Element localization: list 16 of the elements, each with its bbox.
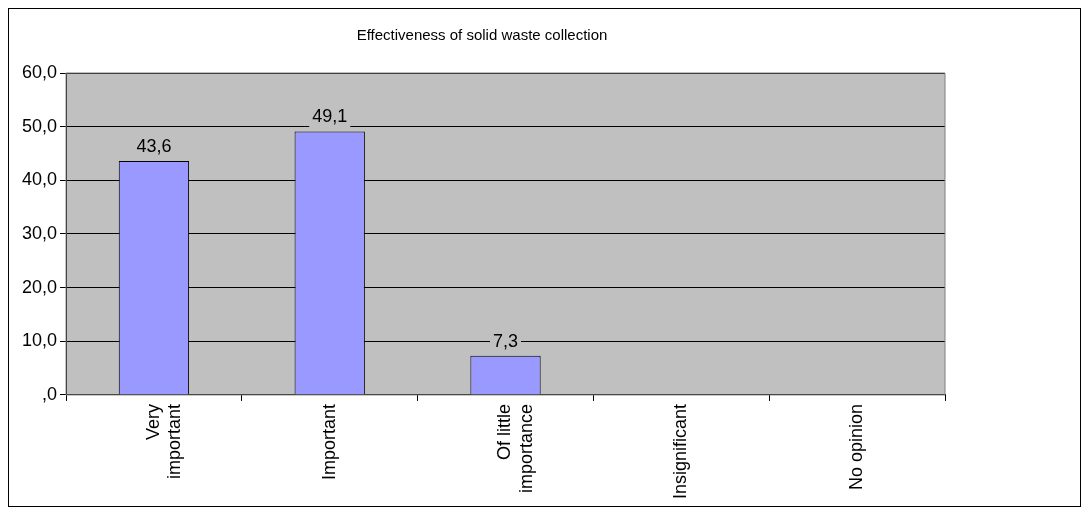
y-tick-label: 30,0	[21, 222, 58, 243]
x-tick-label: Very important	[142, 403, 185, 479]
y-tick-label: 20,0	[21, 276, 58, 297]
x-tick-label: No opinion	[846, 403, 867, 491]
data-label: 43,6	[136, 135, 172, 156]
chart-title: Effectiveness of solid waste collection	[356, 26, 608, 44]
y-tick-label: ,0	[42, 383, 58, 404]
y-tick-label: 50,0	[21, 115, 58, 136]
data-label: 7,3	[493, 330, 519, 351]
y-tick-label: 40,0	[21, 169, 58, 190]
y-tick-label: 60,0	[21, 61, 58, 82]
x-tick-label: Insignificant	[670, 403, 691, 500]
x-tick-label: Important	[318, 403, 339, 480]
x-tick-label: Of little importance	[494, 403, 537, 493]
y-tick-label: 10,0	[21, 330, 58, 351]
data-label: 49,1	[312, 106, 348, 127]
